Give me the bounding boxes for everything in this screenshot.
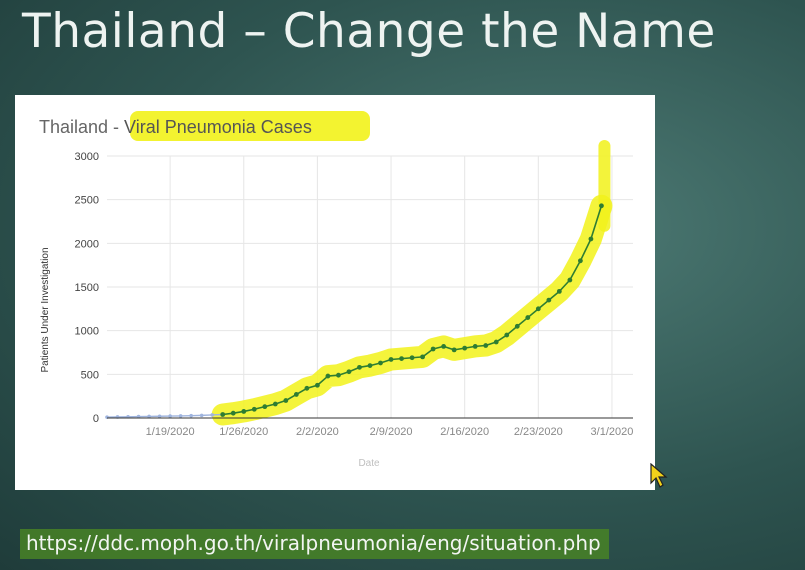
data-point	[525, 315, 531, 320]
y-tick-label: 3000	[75, 151, 99, 163]
data-point	[357, 364, 362, 370]
y-tick-label: 500	[81, 369, 99, 381]
data-point	[514, 323, 520, 329]
data-point	[451, 347, 457, 353]
chart-grid	[107, 155, 633, 418]
x-tick-label: 1/19/2020	[146, 426, 195, 438]
data-point	[220, 412, 226, 417]
data-point	[546, 297, 552, 303]
data-point	[168, 414, 172, 418]
y-axis-label: Patients Under Investigation	[40, 247, 51, 372]
data-point	[420, 354, 425, 360]
data-point	[272, 401, 278, 407]
data-point	[230, 410, 236, 416]
x-tick-label: 2/2/2020	[296, 426, 339, 438]
data-point	[535, 306, 541, 312]
data-point	[189, 413, 193, 418]
data-point	[262, 404, 268, 410]
data-point	[472, 343, 478, 349]
data-point	[304, 385, 310, 391]
data-point	[409, 355, 415, 361]
data-point	[556, 288, 562, 294]
data-point	[378, 360, 383, 366]
data-point	[441, 343, 447, 349]
y-tick-label: 0	[93, 413, 99, 425]
data-point	[493, 339, 499, 345]
data-point	[588, 236, 594, 242]
x-tick-label: 1/26/2020	[219, 426, 268, 438]
data-point	[367, 363, 373, 368]
source-url-link[interactable]: https://ddc.moph.go.th/viralpneumonia/en…	[20, 529, 609, 559]
data-point	[147, 414, 151, 419]
y-tick-label: 2500	[75, 195, 99, 207]
data-point	[462, 345, 468, 351]
data-point	[210, 413, 214, 417]
data-point	[283, 398, 289, 403]
data-point	[178, 414, 183, 418]
x-tick-label: 3/1/2020	[591, 426, 634, 438]
chart-points	[105, 203, 604, 419]
axis-tick-labels: 0 500 1000 1500 2000 2500 3000 1/19/2020 1/26/20…	[75, 151, 634, 438]
slide-title: Thailand – Change the Name	[22, 4, 716, 59]
data-point	[241, 409, 247, 414]
x-axis-label: Date	[358, 458, 380, 469]
x-tick-label: 2/23/2020	[514, 426, 563, 438]
chart-title-highlighted: Viral Pneumonia Cases	[124, 117, 312, 137]
data-point	[483, 343, 489, 348]
data-point	[599, 203, 604, 209]
data-point	[199, 413, 204, 418]
data-point	[251, 406, 257, 412]
series-line	[106, 413, 223, 418]
data-point	[567, 277, 573, 283]
x-tick-label: 2/9/2020	[370, 426, 413, 438]
data-point	[325, 373, 331, 379]
chart-title: Thailand - Viral Pneumonia Cases	[39, 117, 312, 137]
data-point	[388, 357, 394, 362]
title-highlight	[130, 111, 370, 141]
data-point	[399, 356, 404, 362]
chart-title-prefix: Thailand -	[39, 117, 124, 137]
line-chart: 0 500 1000 1500 2000 2500 3000 1/19/2020 1/26/20…	[39, 111, 634, 469]
chart-card: 0 500 1000 1500 2000 2500 3000 1/19/2020 1/26/20…	[15, 95, 655, 490]
mouse-cursor-icon	[650, 463, 668, 488]
y-tick-label: 1000	[75, 326, 99, 338]
data-point	[346, 369, 352, 375]
x-tick-label: 2/16/2020	[440, 426, 489, 438]
data-point	[504, 332, 510, 338]
data-point	[293, 392, 299, 397]
data-point	[336, 372, 341, 378]
data-point	[430, 346, 436, 352]
data-point	[578, 258, 583, 264]
y-tick-label: 2000	[75, 238, 99, 250]
y-tick-label: 1500	[75, 282, 99, 294]
highlight-band	[211, 194, 613, 426]
data-point	[315, 382, 320, 388]
data-point	[157, 414, 162, 419]
